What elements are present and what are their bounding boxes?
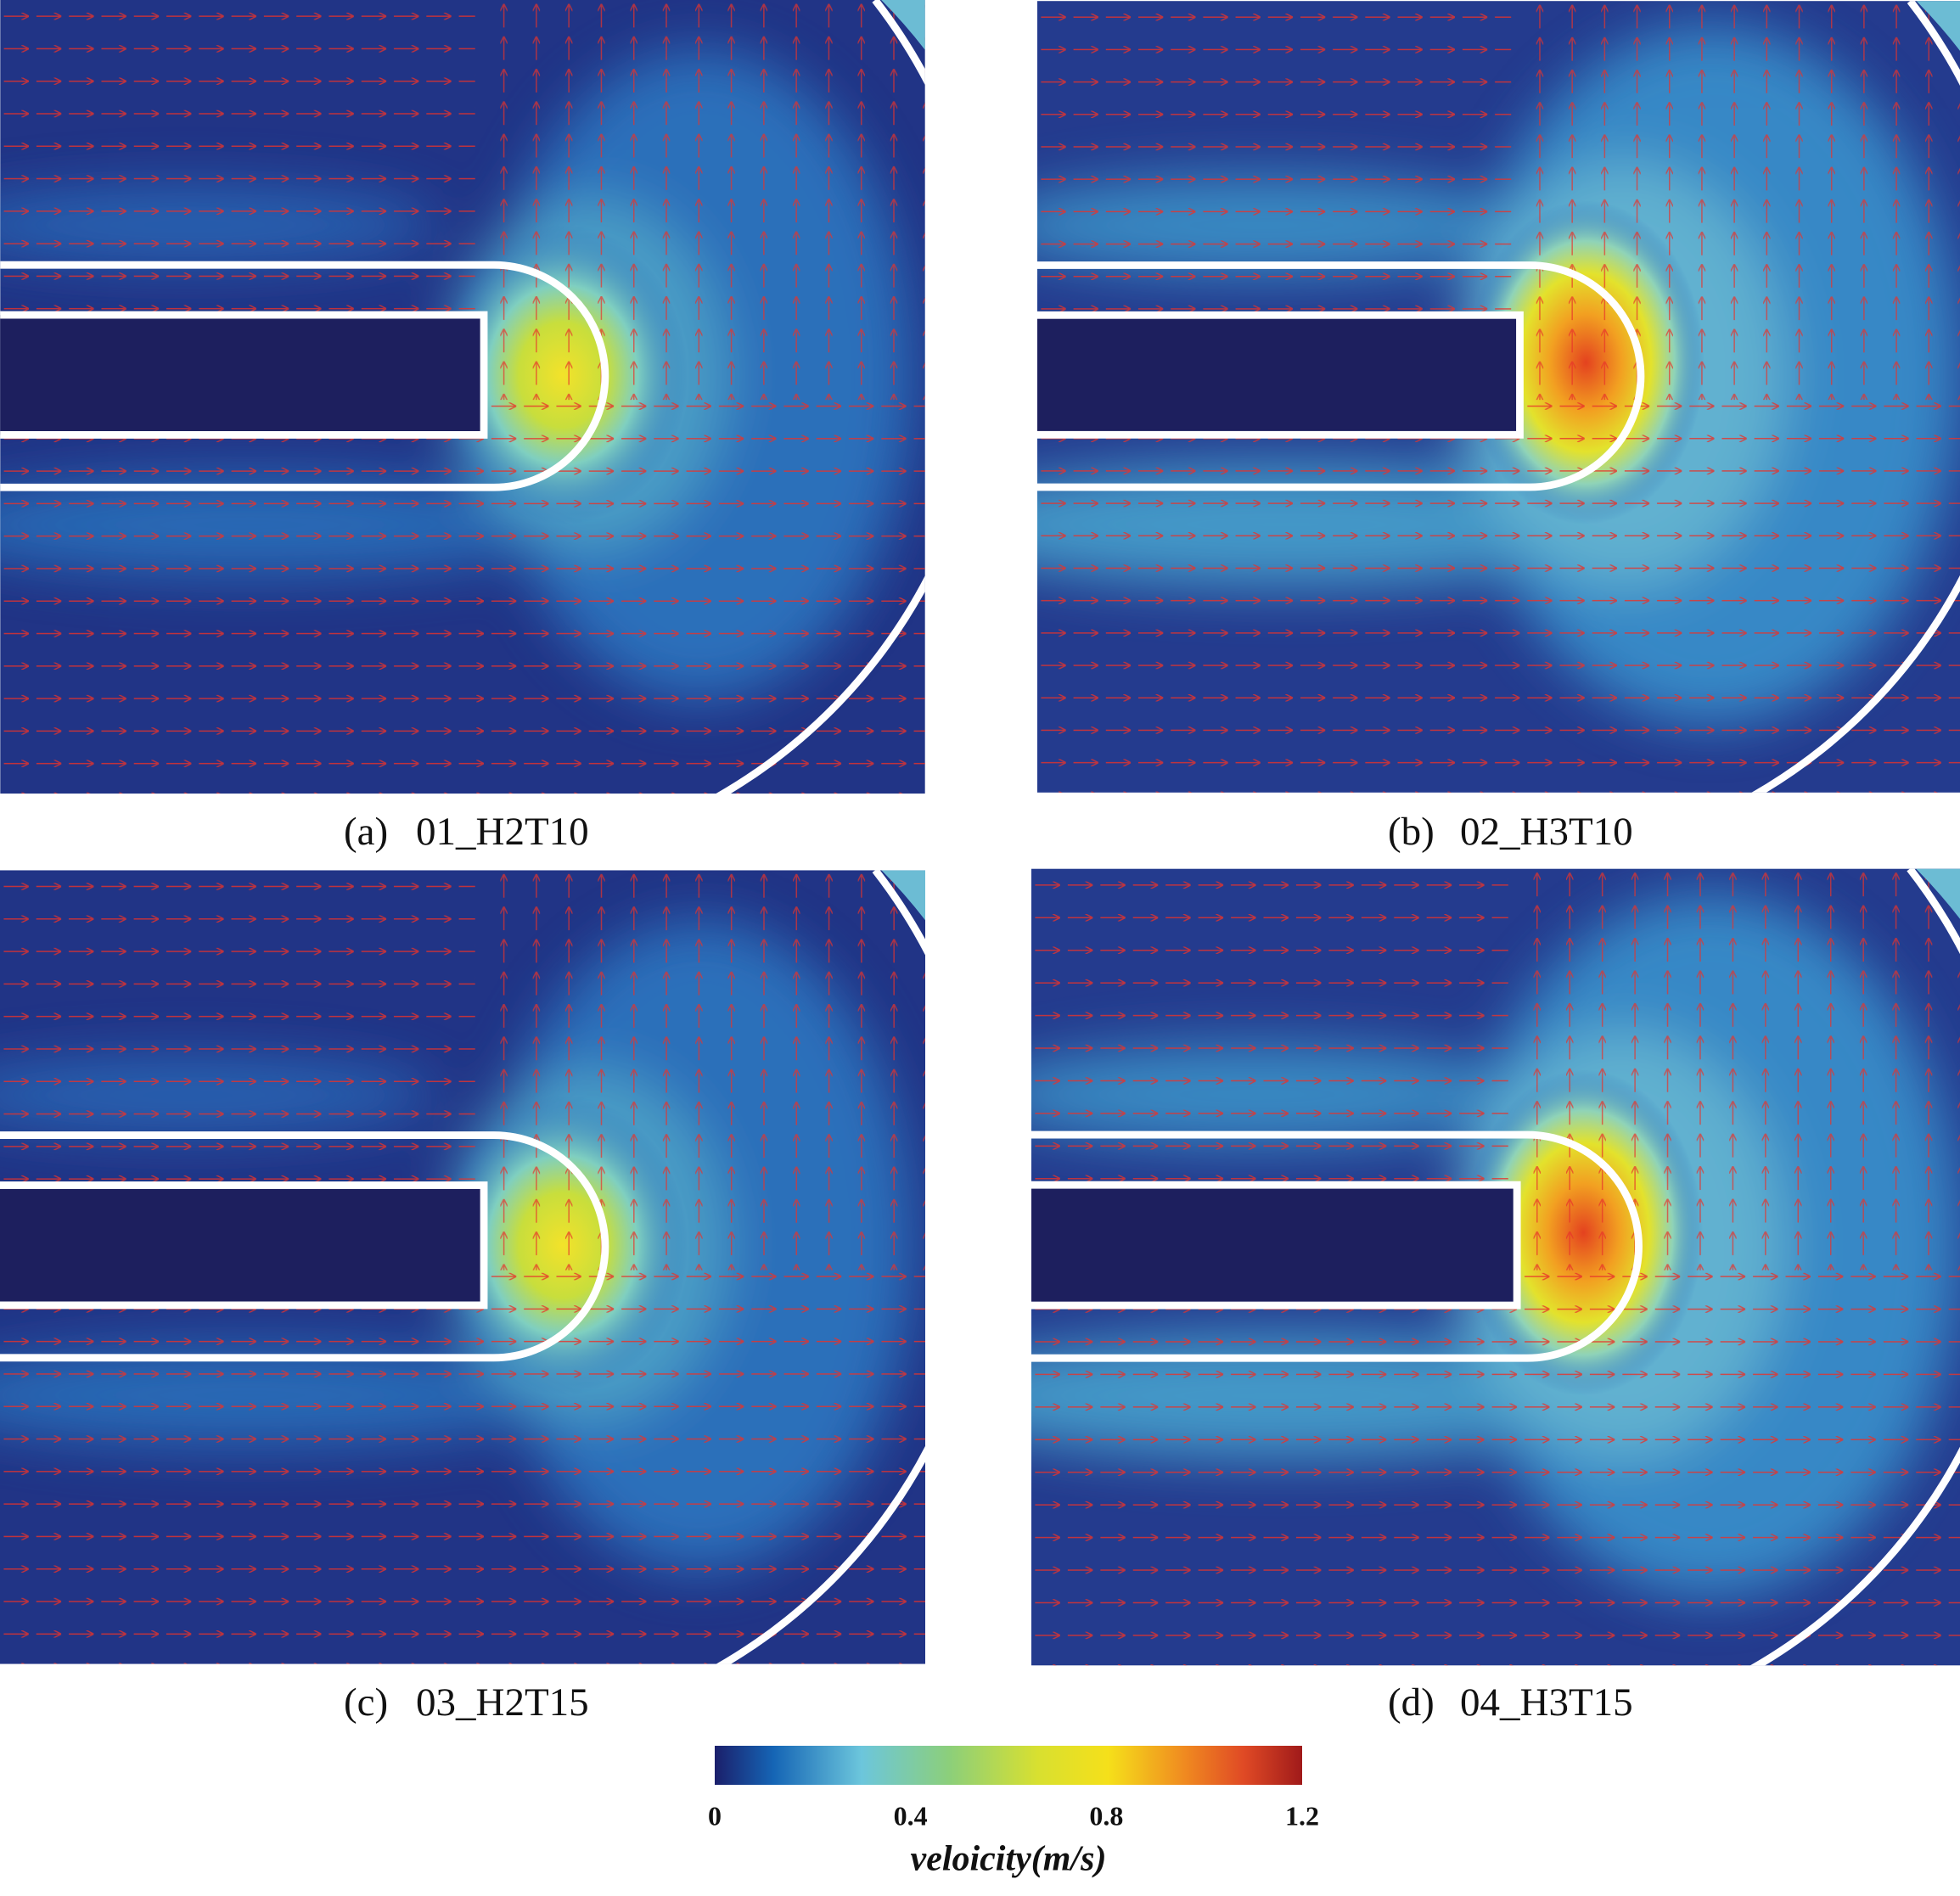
panel-label: (d) bbox=[1388, 1680, 1435, 1725]
velocity-field-panel bbox=[0, 870, 989, 1670]
velocity-field-panel bbox=[931, 869, 1960, 1672]
panel-name: 02_H3T10 bbox=[1460, 810, 1633, 854]
colorbar bbox=[715, 1746, 1302, 1785]
colorbar-tick-label: 0.4 bbox=[894, 1800, 928, 1831]
panel-label: (a) bbox=[344, 810, 388, 854]
velocity-field-panel bbox=[937, 1, 1960, 799]
colorbar-tick-label: 0.8 bbox=[1089, 1800, 1123, 1831]
panel-name: 03_H2T15 bbox=[416, 1680, 589, 1725]
colorbar-tick-label: 0 bbox=[708, 1800, 722, 1831]
panel-label: (b) bbox=[1388, 810, 1435, 854]
velocity-field-panel bbox=[0, 0, 989, 799]
colorbar-tick-label: 1.2 bbox=[1285, 1800, 1319, 1831]
panel-name: 01_H2T10 bbox=[416, 810, 589, 854]
colorbar-label: veloicity(m/s) bbox=[911, 1840, 1107, 1879]
panel-label: (c) bbox=[344, 1680, 388, 1725]
panel-name: 04_H3T15 bbox=[1460, 1680, 1633, 1725]
colorbar-ticks: 0 0.4 0.8 1.2 bbox=[708, 1800, 1319, 1831]
